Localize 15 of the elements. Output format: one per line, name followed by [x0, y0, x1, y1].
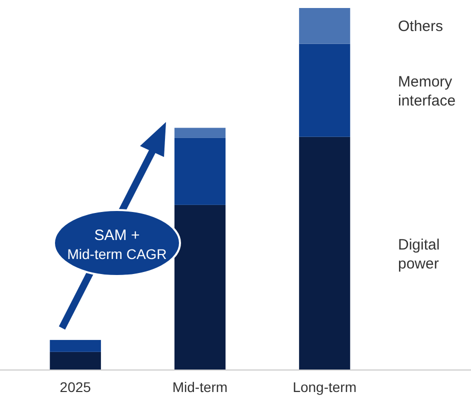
bar [299, 136, 350, 370]
x-tick-label: Long-term [292, 379, 357, 395]
bar [174, 204, 226, 370]
bar [174, 138, 226, 205]
text: Others [398, 18, 444, 35]
bar [299, 8, 350, 44]
x-tick-label: 2025 [60, 379, 92, 395]
x-tick-label: Mid-term [172, 379, 228, 395]
text: Memory interface [398, 73, 456, 110]
bar [50, 340, 101, 352]
text: Digital power [398, 236, 440, 272]
bar [50, 352, 101, 370]
bar [174, 128, 226, 138]
annotation: SAM + Mid-term CAGR [67, 227, 167, 262]
bar [299, 44, 350, 137]
